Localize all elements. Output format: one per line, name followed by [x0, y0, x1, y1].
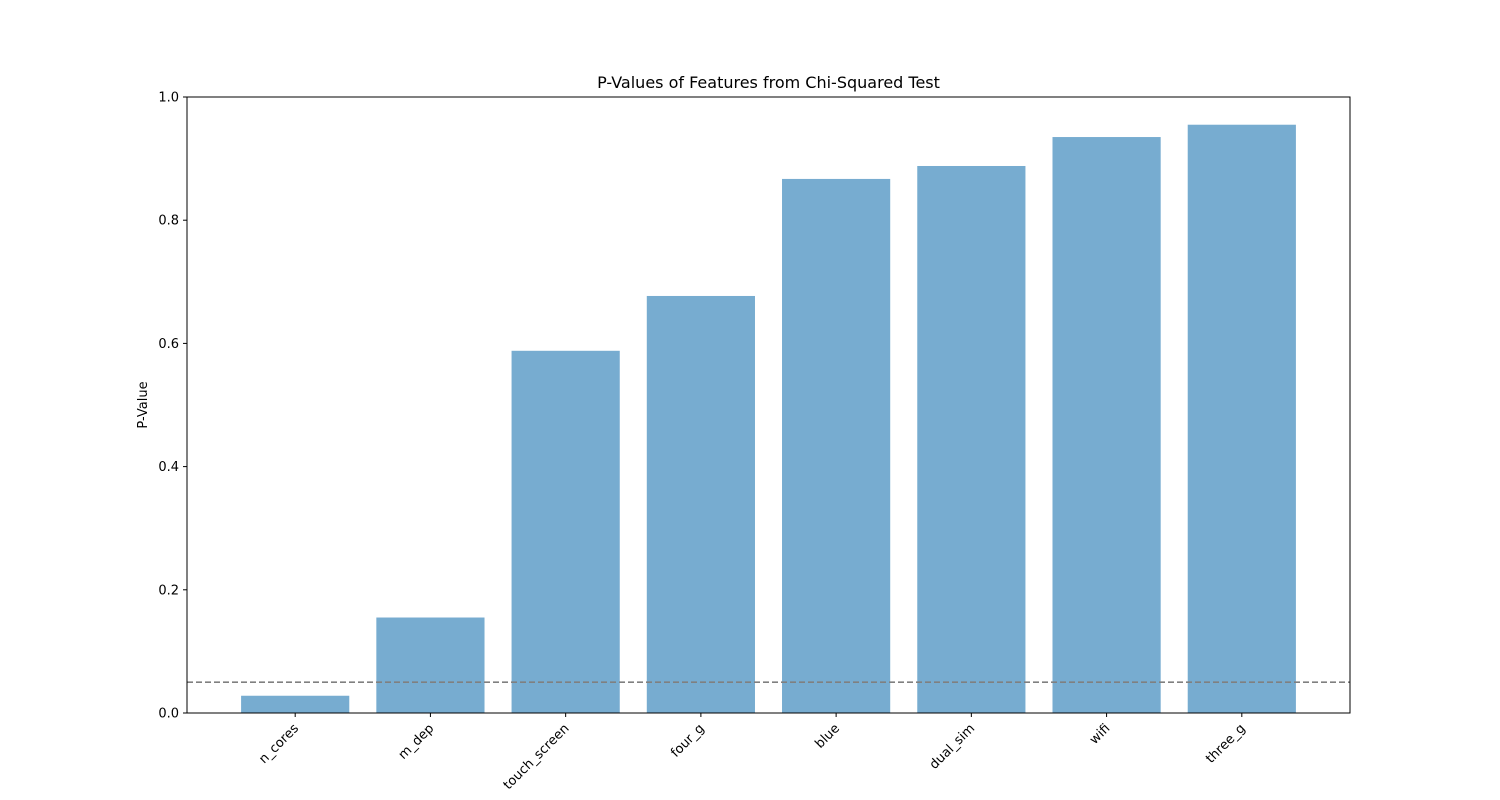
- plot-frame: [186, 96, 1351, 714]
- x-tick-label: n_cores: [256, 721, 302, 767]
- x-tick-label: four_g: [668, 721, 708, 761]
- bar-four-g: [646, 295, 755, 713]
- x-tick-label: blue: [812, 721, 842, 751]
- x-tick-label: dual_sim: [927, 721, 978, 772]
- bar-blue: [782, 178, 891, 713]
- bar-three-g: [1187, 124, 1296, 714]
- y-tick-label: 0.2: [158, 583, 179, 598]
- bar-n-cores: [241, 695, 350, 713]
- bar-touch-screen: [511, 350, 620, 713]
- x-tick-label: three_g: [1203, 721, 1248, 766]
- bar-dual-sim: [917, 165, 1026, 714]
- y-tick-label: 0.8: [158, 214, 179, 229]
- bar-m-dep: [376, 617, 485, 713]
- x-tick-label: wifi: [1087, 721, 1113, 747]
- chart-title: P-Values of Features from Chi-Squared Te…: [597, 73, 940, 92]
- x-axis-ticks: n_cores m_dep touch_screen four_g blue dual_s…: [256, 713, 1249, 793]
- x-tick-label: m_dep: [396, 721, 437, 762]
- x-tick-label: touch_screen: [501, 721, 573, 793]
- y-tick-label: 1.0: [158, 91, 179, 106]
- y-tick-label: 0.4: [158, 460, 179, 475]
- bar-wifi: [1052, 137, 1161, 714]
- y-axis-ticks: 0.0 0.2 0.4 0.6 0.8 1.0: [158, 91, 187, 722]
- bars: [241, 124, 1296, 714]
- y-tick-label: 0.6: [158, 337, 179, 352]
- y-axis-label: P-Value: [136, 381, 151, 428]
- y-tick-label: 0.0: [158, 707, 179, 722]
